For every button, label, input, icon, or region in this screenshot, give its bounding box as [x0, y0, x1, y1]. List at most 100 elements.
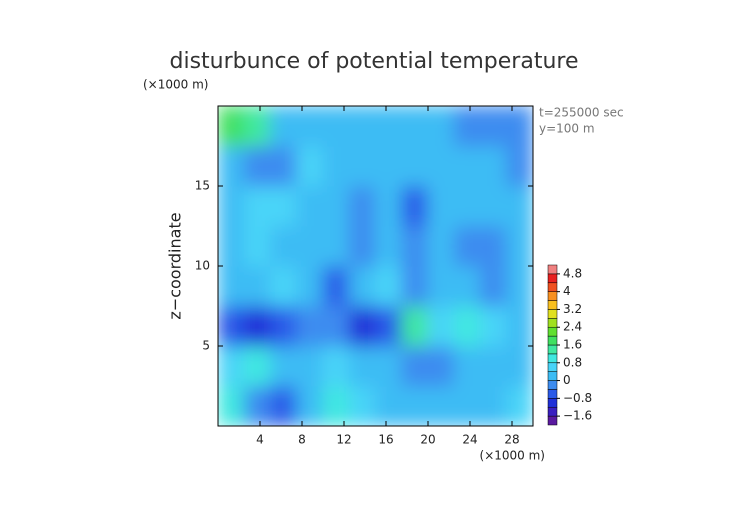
field-cell — [348, 145, 376, 187]
colorbar-band — [547, 309, 558, 319]
colorbar-band — [547, 335, 558, 346]
annotation: t=255000 sec — [539, 106, 624, 120]
field-cell — [296, 185, 324, 227]
field-cell — [427, 305, 455, 347]
y-axis-label: z−coordinate — [166, 212, 185, 319]
field-cell — [322, 145, 350, 187]
field-cell — [480, 265, 508, 307]
field-cell — [427, 225, 455, 267]
field-cell — [322, 225, 350, 267]
y-tick-label: 10 — [195, 259, 210, 273]
field-cell — [296, 265, 324, 307]
field-cell — [348, 185, 376, 227]
colorbar-band — [547, 406, 558, 417]
field-cell — [375, 345, 403, 387]
colorbar-tick-label: 1.6 — [563, 338, 582, 352]
y-tick-label: 15 — [195, 179, 210, 193]
field-cell — [506, 106, 533, 147]
x-tick-label: 28 — [504, 433, 519, 447]
field-cell — [375, 145, 403, 187]
field-cell — [480, 145, 508, 187]
colorbar-tick-label: 0 — [563, 373, 571, 387]
field-cell — [243, 145, 271, 187]
colorbar-band — [547, 318, 558, 328]
field-cell — [453, 106, 481, 147]
field-cell — [296, 145, 324, 187]
field-cell — [348, 265, 376, 307]
field-cell — [270, 385, 298, 426]
field — [218, 106, 533, 426]
y-tick-label: 5 — [202, 339, 210, 353]
field-cell — [218, 106, 245, 147]
field-cell — [506, 145, 533, 187]
field-cell — [427, 106, 455, 147]
colorbar-band — [547, 371, 558, 381]
colorbar-band — [547, 282, 558, 292]
field-cell — [348, 225, 376, 267]
field-cell — [270, 345, 298, 387]
colorbar-band — [547, 398, 558, 408]
colorbar-band — [547, 389, 558, 399]
field-cell — [453, 145, 481, 187]
field-cell — [401, 185, 429, 227]
field-cell — [480, 106, 508, 147]
field-cell — [322, 385, 350, 426]
colorbar-tick-label: 3.2 — [563, 302, 582, 316]
field-cell — [375, 106, 403, 147]
field-cell — [218, 305, 245, 347]
x-tick-label: 8 — [298, 433, 306, 447]
field-cell — [480, 225, 508, 267]
field-cell — [506, 185, 533, 227]
field-cell — [243, 305, 271, 347]
colorbar-band — [547, 380, 558, 390]
field-cell — [506, 385, 533, 426]
x-tick-label: 12 — [336, 433, 351, 447]
colorbar-band — [547, 300, 558, 310]
field-cell — [401, 145, 429, 187]
field-cell — [348, 385, 376, 426]
field-cell — [427, 265, 455, 307]
field-cell — [453, 185, 481, 227]
chart-title: disturbunce of potential temperature — [170, 49, 579, 74]
field-cell — [243, 225, 271, 267]
field-cell — [218, 265, 245, 307]
field-cell — [270, 185, 298, 227]
field-cell — [375, 385, 403, 426]
field-cell — [506, 305, 533, 347]
field-cell — [218, 185, 245, 227]
field-cell — [375, 185, 403, 227]
field-cell — [270, 265, 298, 307]
axes: 4 8 12 16 20 24 28 5 10 15 −1.6 −0.8 0 0.8 1.6 2.4 3.2 4 4… — [195, 105, 592, 447]
field-cell — [322, 185, 350, 227]
field-cell — [401, 345, 429, 387]
field-cell — [453, 385, 481, 426]
field-cell — [218, 385, 245, 426]
field-cell — [453, 345, 481, 387]
field-cell — [322, 345, 350, 387]
field-cell — [243, 106, 271, 147]
field-cell — [401, 385, 429, 426]
x-tick-label: 4 — [256, 433, 264, 447]
field-cell — [322, 305, 350, 347]
field-cell — [243, 265, 271, 307]
colorbar-band — [547, 291, 558, 301]
annotation: y=100 m — [539, 122, 595, 136]
colorbar-band — [547, 344, 558, 355]
colorbar-band — [547, 326, 558, 337]
field-cell — [270, 106, 298, 147]
field-cell — [296, 225, 324, 267]
field-cell — [401, 265, 429, 307]
field-cell — [218, 345, 245, 387]
field-cell — [453, 305, 481, 347]
field-cell — [348, 106, 376, 147]
field-cell — [506, 345, 533, 387]
field-cell — [480, 305, 508, 347]
field-cell — [243, 345, 271, 387]
field-cell — [270, 145, 298, 187]
field-cell — [401, 305, 429, 347]
field-cell — [243, 185, 271, 227]
field-cell — [296, 345, 324, 387]
colorbar-tick-label: 4.8 — [563, 266, 582, 280]
field-cell — [348, 305, 376, 347]
